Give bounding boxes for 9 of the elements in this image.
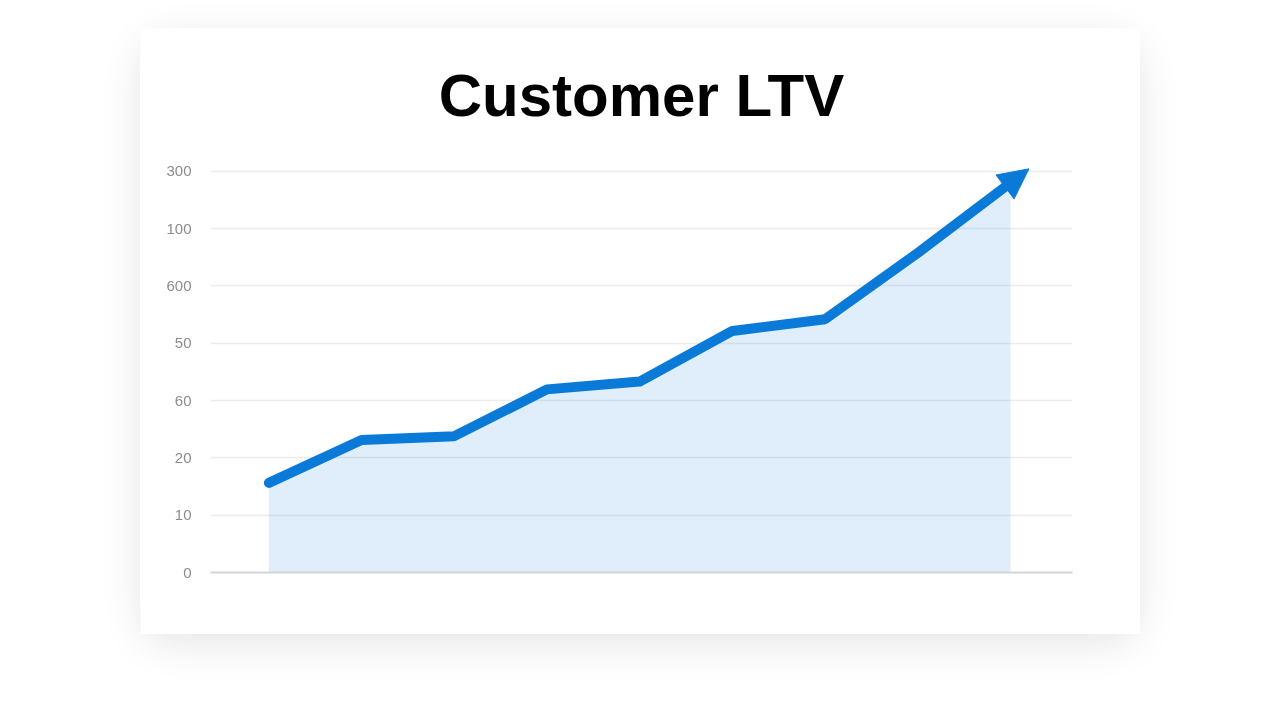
text: 0 [183,563,192,581]
text: 20 [174,448,192,466]
text: 60 [174,391,192,409]
chart-title: Customer LTV [438,61,845,129]
text: 600 [166,276,192,294]
text: 10 [174,506,192,524]
text: 50 [174,334,192,352]
text: 300 [166,162,192,180]
text: 100 [166,219,192,237]
